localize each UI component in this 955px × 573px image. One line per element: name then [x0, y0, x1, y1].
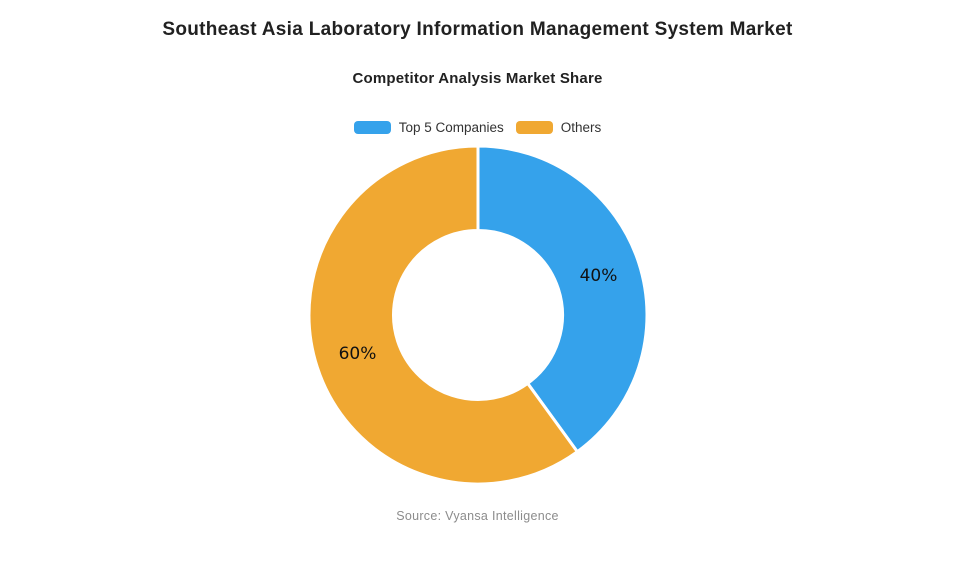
- legend-swatch-others: [515, 120, 553, 134]
- donut-svg: 40% 60%: [307, 144, 648, 486]
- donut-chart: 40% 60%: [298, 142, 658, 488]
- legend-label-top-5-companies: Top 5 Companies: [398, 119, 504, 135]
- slice-label-others: 60%: [338, 344, 376, 364]
- chart-subtitle: Competitor Analysis Market Share: [352, 70, 603, 87]
- legend-swatch-top-5-companies: [353, 120, 391, 134]
- legend: Top 5 Companies Others: [353, 119, 602, 135]
- pie-slice-others[interactable]: [307, 144, 579, 486]
- chart-title: Southeast Asia Laboratory Information Ma…: [162, 19, 793, 40]
- source-text: Source: Vyansa Intelligence: [396, 509, 559, 523]
- legend-item-others[interactable]: Others: [515, 119, 602, 135]
- slice-label-top-5-companies: 40%: [579, 266, 617, 286]
- legend-label-others: Others: [560, 119, 602, 135]
- pie-slice-top-5-companies[interactable]: [476, 144, 648, 454]
- legend-item-top-5-companies[interactable]: Top 5 Companies: [353, 119, 504, 135]
